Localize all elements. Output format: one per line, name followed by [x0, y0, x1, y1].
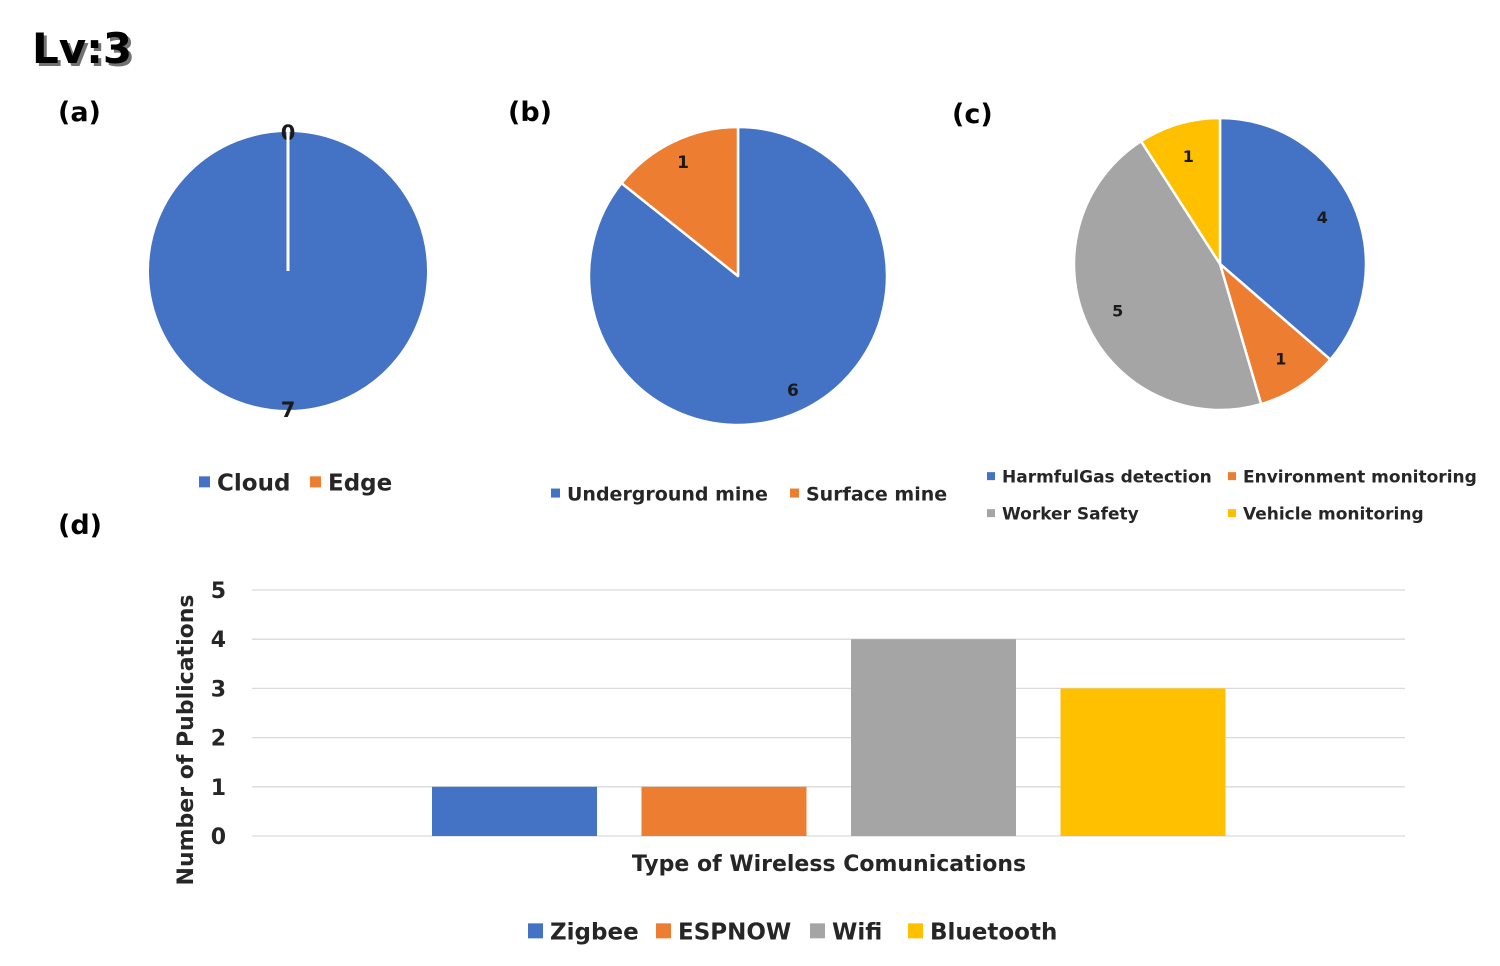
panel-label-c: (c)	[952, 99, 993, 130]
pie-label-b-surface-mine: 1	[677, 153, 689, 173]
x-axis-title: Type of Wireless Comunications	[632, 852, 1026, 877]
page-title-shadow: Lv:3	[35, 27, 135, 76]
legend-swatch-surface-mine	[790, 488, 799, 498]
legend-label-harmfulgas-detection: HarmfulGas detection	[1002, 468, 1212, 488]
legend-label-bluetooth: Bluetooth	[930, 920, 1057, 946]
legend-label-environment-monitoring: Environment monitoring	[1243, 468, 1477, 488]
pie-label-b-underground-mine: 6	[787, 381, 799, 401]
pie-a: 70	[147, 121, 429, 422]
legend-label-zigbee: Zigbee	[550, 920, 639, 946]
legend-swatch-environment-monitoring	[1228, 472, 1236, 481]
y-tick-5: 5	[211, 579, 226, 604]
pie-c: 4 1 5 1	[1072, 116, 1368, 412]
pie-slice-c-vehicle-monitoring	[1139, 116, 1222, 266]
legend-swatch-zigbee	[528, 923, 543, 939]
legend-swatch-espnow	[656, 923, 671, 939]
chart-a: (a) 70 Cloud Edge	[58, 97, 429, 497]
pie-slice-b-surface-mine	[620, 125, 740, 278]
y-tick-1: 1	[211, 776, 226, 801]
bars-d	[432, 639, 1226, 836]
chart-d: (d) 0 1 2 3 4 5 Type of Wireless Comunication…	[58, 510, 1405, 946]
legend-swatch-vehicle-monitoring	[1228, 509, 1236, 518]
chart-b: (b) 61 Underground mine Surface mine	[508, 97, 947, 505]
legend-swatch-worker-safety	[987, 509, 995, 518]
bar-wifi	[851, 639, 1016, 836]
pie-b: 61	[587, 125, 889, 427]
bar-bluetooth	[1060, 688, 1226, 836]
page-title: Lv:3	[32, 24, 132, 73]
legend-d: Zigbee ESPNOW Wifi Bluetooth	[528, 920, 1057, 946]
legend-label-espnow: ESPNOW	[678, 920, 791, 946]
legend-swatch-edge	[310, 476, 321, 488]
gridlines-d	[252, 589, 1405, 837]
pie-label-c-environment-monitoring: 1	[1275, 349, 1286, 368]
panel-label-b: (b)	[508, 97, 552, 128]
legend-label-edge: Edge	[328, 471, 392, 497]
pie-slice-c-harmfulgas-detection	[1218, 116, 1368, 361]
panel-label-a: (a)	[58, 97, 101, 128]
y-axis-title: Number of Publications	[174, 595, 199, 886]
y-ticks-d: 0 1 2 3 4 5	[211, 579, 226, 850]
y-tick-0: 0	[211, 825, 226, 850]
legend-label-worker-safety: Worker Safety	[1002, 505, 1139, 525]
pie-label-c-harmfulgas-detection: 4	[1317, 208, 1328, 227]
chart-c: (c) 4 1 5 1 HarmfulGas detection Environment…	[952, 99, 1477, 525]
pie-slice-c-worker-safety	[1072, 139, 1263, 412]
legend-label-underground-mine: Underground mine	[567, 483, 768, 505]
legend-label-surface-mine: Surface mine	[806, 483, 947, 505]
legend-a: Cloud Edge	[199, 471, 392, 497]
pie-label-c-vehicle-monitoring: 1	[1183, 147, 1194, 166]
y-tick-4: 4	[211, 628, 226, 653]
pie-label-a-cloud: 7	[281, 398, 296, 422]
bar-espnow	[641, 786, 807, 836]
legend-label-wifi: Wifi	[832, 920, 882, 946]
legend-swatch-underground-mine	[551, 488, 560, 498]
panel-label-d: (d)	[58, 510, 102, 541]
legend-label-vehicle-monitoring: Vehicle monitoring	[1243, 505, 1424, 525]
legend-swatch-wifi	[810, 923, 825, 939]
pie-label-c-worker-safety: 5	[1112, 301, 1123, 320]
legend-label-cloud: Cloud	[217, 471, 290, 497]
pie-slice-c-environment-monitoring	[1218, 262, 1332, 406]
legend-b: Underground mine Surface mine	[551, 483, 947, 505]
y-tick-2: 2	[211, 727, 226, 752]
legend-swatch-cloud	[199, 476, 210, 488]
y-tick-3: 3	[211, 677, 226, 702]
legend-c: HarmfulGas detection Environment monitori…	[987, 468, 1477, 525]
bar-zigbee	[432, 786, 597, 836]
legend-swatch-bluetooth	[908, 923, 923, 939]
legend-swatch-harmfulgas-detection	[987, 472, 995, 481]
